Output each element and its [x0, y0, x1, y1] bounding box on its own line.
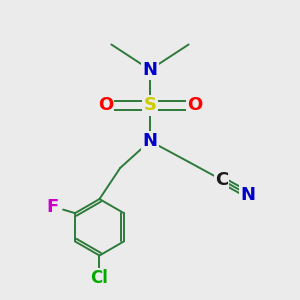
Text: C: C — [215, 171, 228, 189]
Text: F: F — [46, 198, 59, 216]
Text: N: N — [142, 61, 158, 79]
Text: O: O — [98, 96, 113, 114]
Text: Cl: Cl — [91, 269, 108, 287]
Text: O: O — [187, 96, 202, 114]
Text: N: N — [142, 132, 158, 150]
Text: N: N — [241, 186, 256, 204]
Text: S: S — [143, 96, 157, 114]
